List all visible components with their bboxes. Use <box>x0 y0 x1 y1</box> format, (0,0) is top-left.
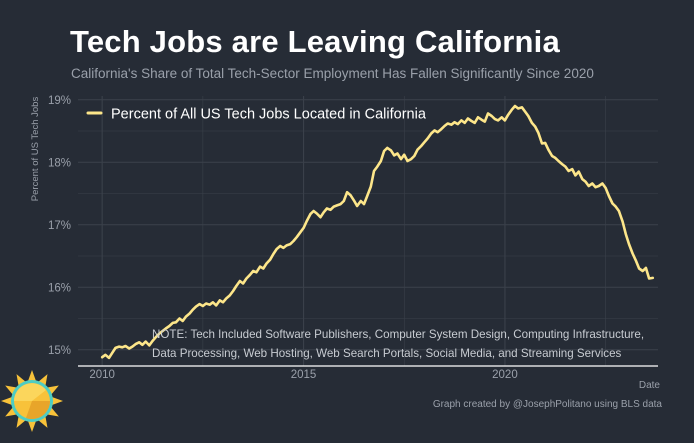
y-axis-ticks: 15% 16% 17% 18% 19% <box>48 95 71 357</box>
y-tick-label: 18% <box>48 157 71 169</box>
sun-logo-icon <box>1 370 63 432</box>
y-tick-label: 16% <box>48 282 71 294</box>
x-axis-ticks: 2010 2015 2020 <box>89 369 517 381</box>
x-axis-label: Date <box>639 380 661 391</box>
y-tick-label: 19% <box>48 95 71 107</box>
note-annotation-line-1: NOTE: Tech Included Software Publishers,… <box>152 328 644 341</box>
x-tick-label: 2015 <box>291 369 317 381</box>
series-layer <box>100 104 655 360</box>
note-annotation-line-2: Data Processing, Web Hosting, Web Search… <box>152 347 622 360</box>
y-axis-label: Percent of US Tech Jobs <box>30 97 41 202</box>
legend: Percent of All US Tech Jobs Located in C… <box>86 107 427 123</box>
grid <box>78 96 658 366</box>
y-tick-label: 17% <box>48 220 71 232</box>
credit-text: Graph created by @JosephPolitano using B… <box>432 399 662 410</box>
chart-title: Tech Jobs are Leaving California <box>70 24 560 59</box>
x-tick-label: 2020 <box>492 369 518 381</box>
x-tick-label: 2010 <box>89 369 115 381</box>
legend-label: Percent of All US Tech Jobs Located in C… <box>111 107 427 123</box>
y-tick-label: 15% <box>48 345 71 357</box>
series-line <box>100 104 655 360</box>
chart-subtitle: California's Share of Total Tech-Sector … <box>71 66 594 81</box>
